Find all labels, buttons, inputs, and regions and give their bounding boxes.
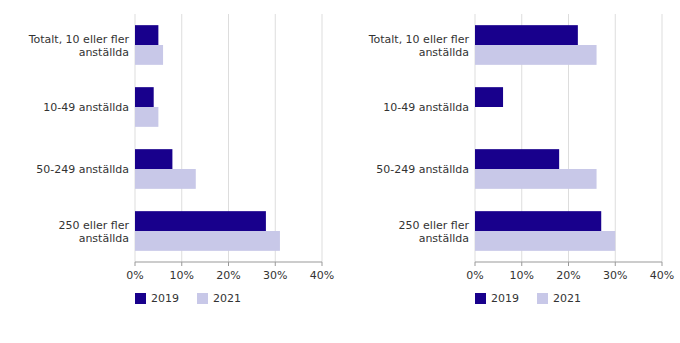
chart-container: 0% 10% 20% 30% 40% Totalt, 10 eller fleranstä…	[0, 0, 680, 343]
bar	[475, 231, 615, 251]
legend-swatch	[135, 293, 146, 304]
legend-swatch	[475, 293, 486, 304]
tick-label: 40%	[650, 269, 674, 282]
legend: 2019 2021	[475, 292, 581, 305]
bar	[475, 211, 601, 231]
category-label: 50-249 anställda	[376, 163, 469, 176]
tick-mark	[568, 262, 569, 266]
category-label: 250 eller fleranställda	[399, 219, 470, 245]
bar	[475, 107, 476, 127]
legend-label: 2021	[553, 292, 581, 305]
x-axis-line	[475, 262, 662, 263]
tick-label: 20%	[556, 269, 580, 282]
category-label: 250 eller fleranställda	[59, 219, 130, 245]
bar	[475, 169, 597, 189]
grid-line	[662, 14, 663, 262]
tick-label: 0%	[466, 269, 483, 282]
legend: 2019 2021	[135, 292, 241, 305]
tick-label: 40%	[310, 269, 334, 282]
tick-label: 0%	[126, 269, 143, 282]
grid-line	[615, 14, 616, 262]
bar	[135, 107, 158, 127]
category-label: Totalt, 10 eller fleranställda	[368, 33, 470, 59]
category-label: 10-49 anställda	[383, 101, 469, 114]
bars	[135, 25, 280, 251]
bar	[135, 211, 266, 231]
tick-mark	[615, 262, 616, 266]
bar	[135, 87, 154, 107]
bar	[135, 169, 196, 189]
bar	[475, 149, 559, 169]
tick-mark	[521, 262, 522, 266]
bar	[135, 149, 172, 169]
tick-mark	[228, 262, 229, 266]
bar	[135, 25, 158, 45]
category-label: 50-249 anställda	[36, 163, 129, 176]
x-axis-line	[135, 262, 322, 263]
tick-label: 30%	[603, 269, 627, 282]
bar	[135, 45, 163, 65]
chart-svg: 0% 10% 20% 30% 40% Totalt, 10 eller fleranstä…	[0, 0, 680, 343]
category-label: Totalt, 10 eller fleranställda	[28, 33, 130, 59]
panel: 0% 10% 20% 30% 40% Totalt, 10 eller fleranstä…	[28, 14, 335, 305]
grid-line	[322, 14, 323, 262]
tick-label: 10%	[170, 269, 194, 282]
bar	[135, 231, 280, 251]
tick-mark	[181, 262, 182, 266]
grid-line	[275, 14, 276, 262]
tick-mark	[662, 262, 663, 266]
category-label: 10-49 anställda	[43, 101, 129, 114]
legend-label: 2021	[213, 292, 241, 305]
panel: 0% 10% 20% 30% 40% Totalt, 10 eller fleranstä…	[368, 14, 675, 305]
bar	[475, 45, 597, 65]
tick-label: 30%	[263, 269, 287, 282]
tick-label: 20%	[216, 269, 240, 282]
bar	[475, 87, 503, 107]
tick-mark	[322, 262, 323, 266]
tick-label: 10%	[510, 269, 534, 282]
tick-mark	[135, 262, 136, 266]
tick-mark	[275, 262, 276, 266]
legend-label: 2019	[491, 292, 519, 305]
tick-mark	[475, 262, 476, 266]
legend-label: 2019	[151, 292, 179, 305]
bars	[475, 25, 615, 251]
legend-swatch	[197, 293, 208, 304]
bar	[475, 25, 578, 45]
legend-swatch	[537, 293, 548, 304]
